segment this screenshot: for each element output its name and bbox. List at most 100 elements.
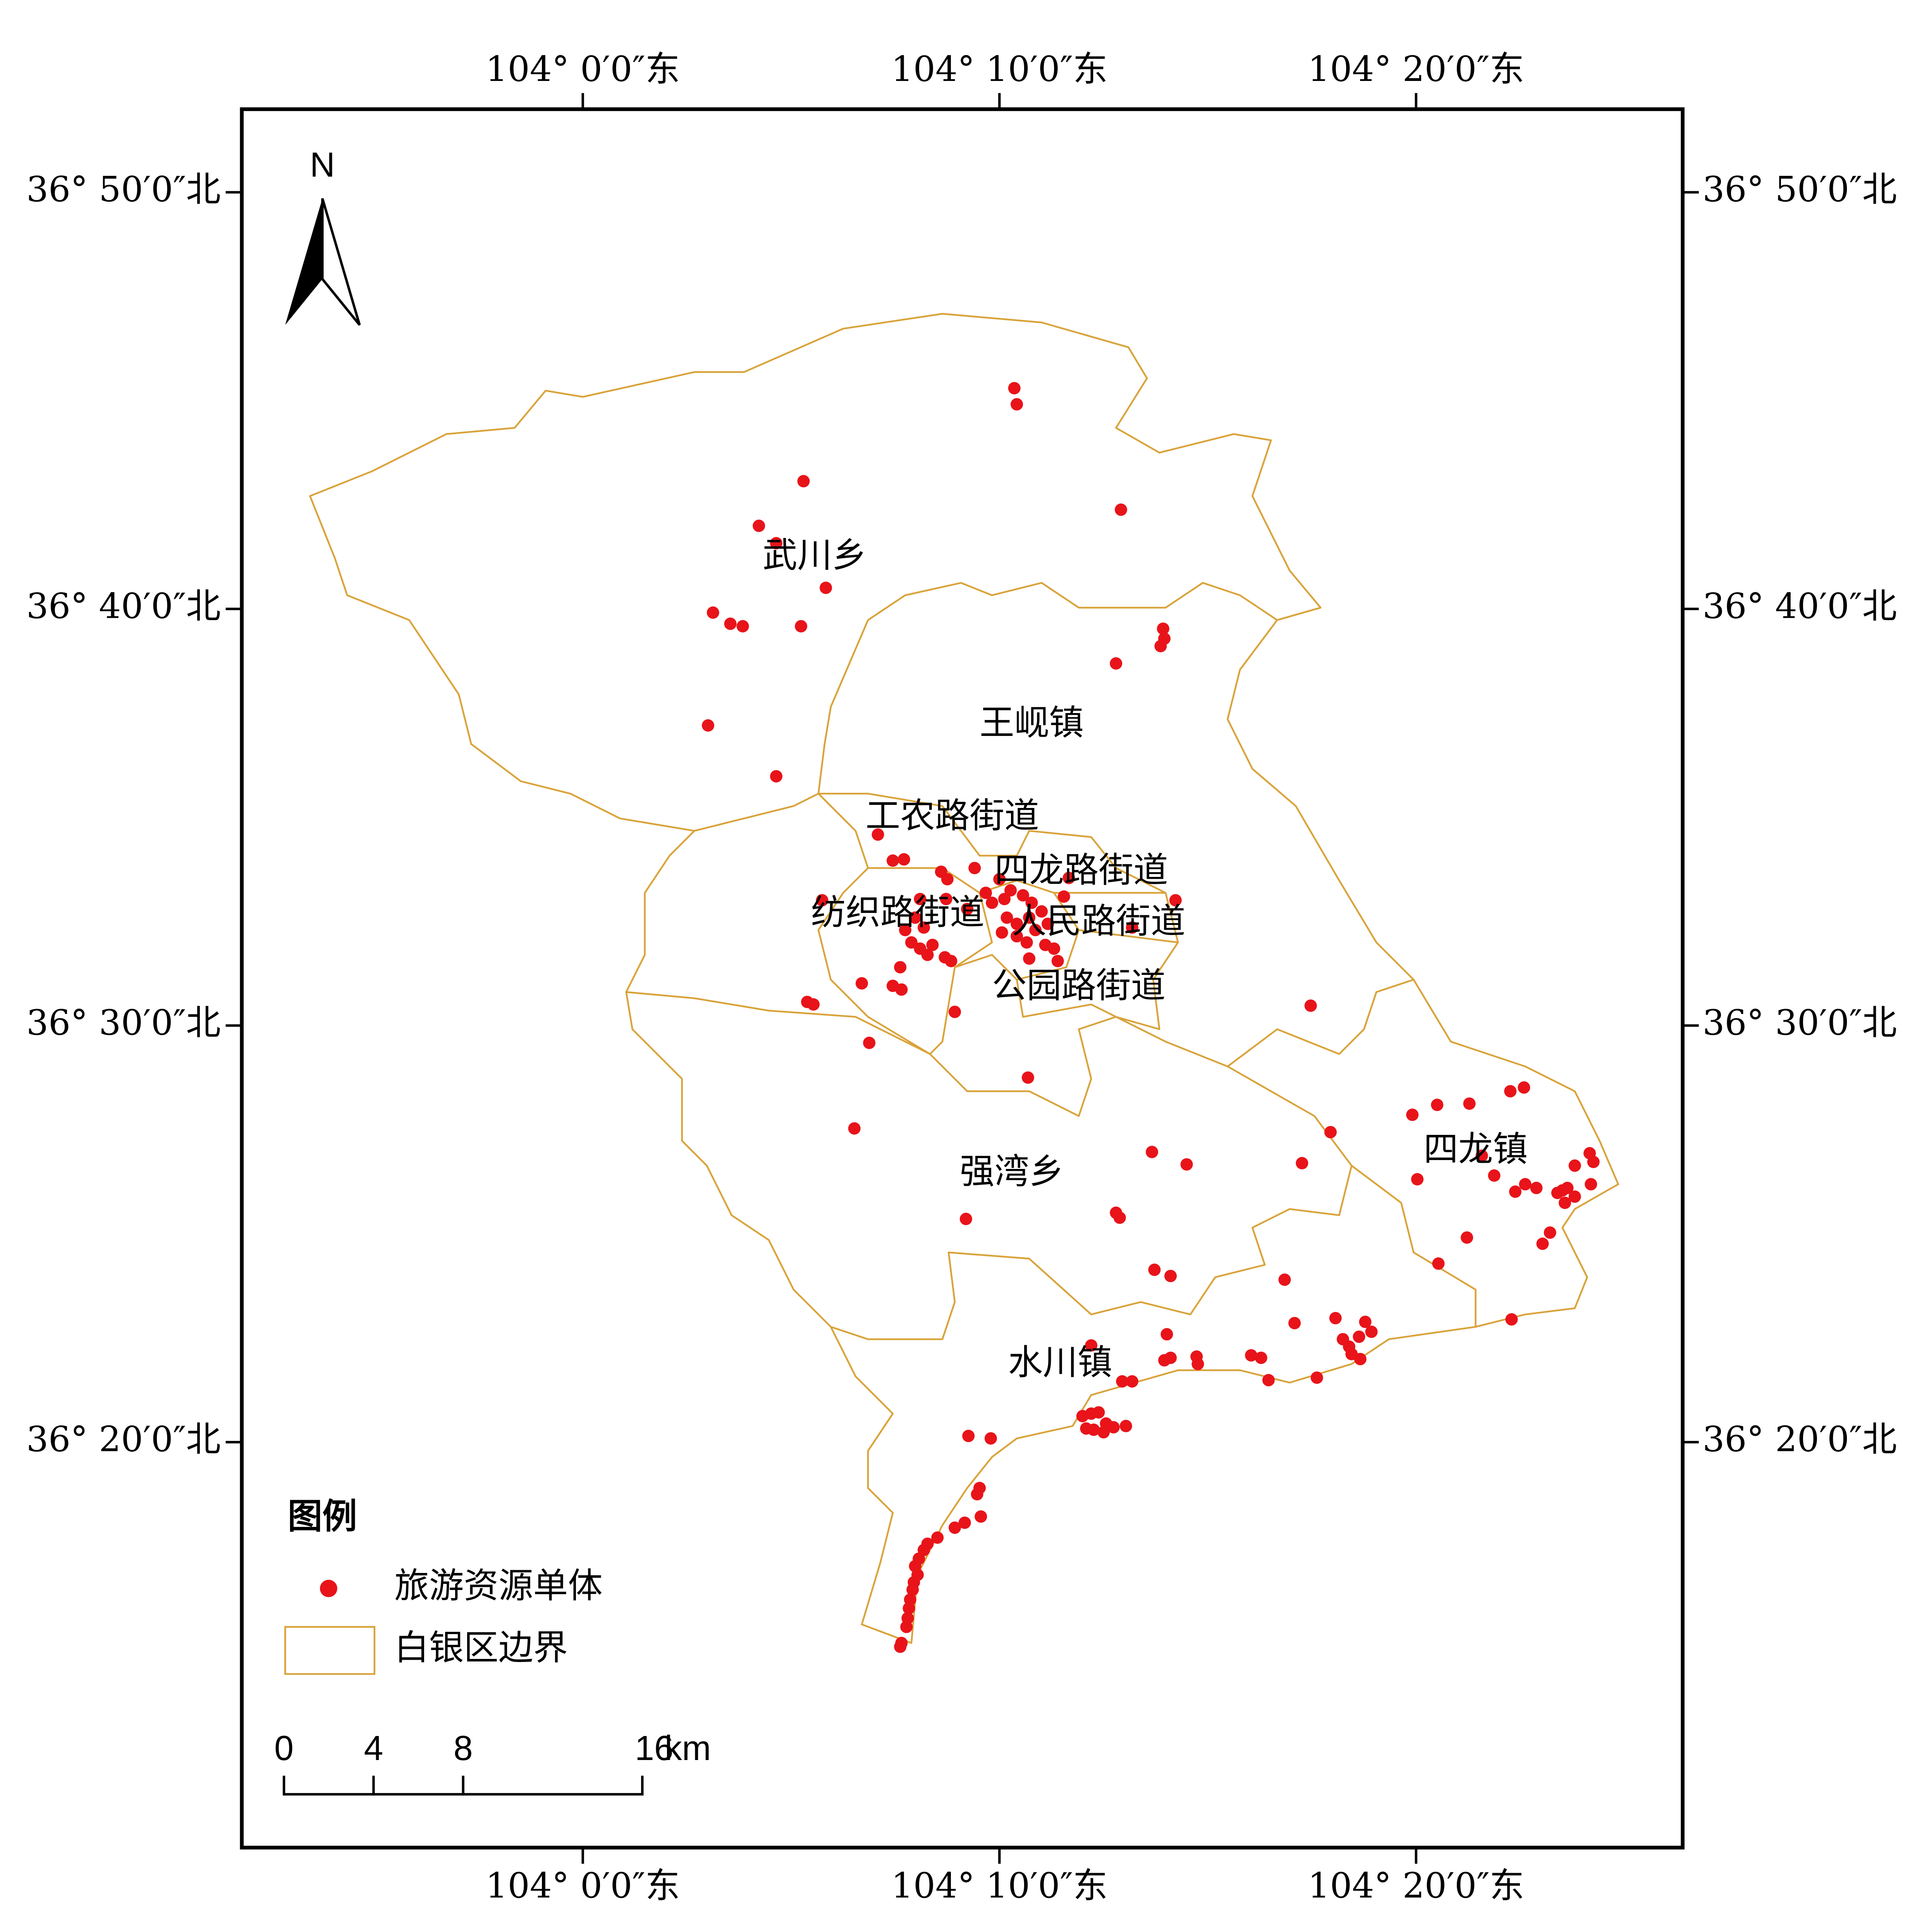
resource-point [1087, 1423, 1100, 1436]
resource-point [940, 893, 952, 906]
latitude-label: 36° 20′0″北 [1702, 1420, 1897, 1460]
resource-point [1126, 921, 1138, 934]
resource-point [1057, 890, 1070, 903]
resource-point [1113, 1211, 1126, 1224]
region-label: 水川镇 [1008, 1342, 1112, 1383]
resource-point [1021, 1071, 1034, 1084]
resource-point [1354, 1353, 1367, 1365]
resource-point [1504, 1085, 1517, 1098]
latitude-label: 36° 40′0″北 [1702, 586, 1897, 626]
resource-point [1365, 1325, 1378, 1338]
longitude-label: 104° 10′0″东 [891, 1866, 1108, 1906]
legend-label: 白银区边界 [394, 1628, 568, 1668]
resource-point [948, 1006, 961, 1018]
resource-point [906, 1583, 919, 1596]
resource-point [1518, 1081, 1530, 1094]
resource-point [917, 921, 930, 934]
resource-point [945, 955, 958, 968]
resource-point [1062, 871, 1075, 884]
resource-point [895, 983, 908, 996]
inner-boundary [830, 1165, 1353, 1340]
resource-point [1262, 1374, 1275, 1387]
resource-point [941, 873, 954, 885]
resource-point [807, 998, 820, 1011]
resource-point [980, 887, 992, 899]
resource-point [1110, 657, 1123, 670]
resource-point [1245, 1349, 1258, 1362]
resource-point [1126, 1375, 1138, 1388]
resource-point [984, 1432, 997, 1445]
resource-point [968, 862, 981, 875]
longitude-label: 104° 10′0″东 [891, 49, 1108, 89]
resource-point [931, 1531, 944, 1544]
resource-point [1004, 884, 1017, 897]
resource-point [1519, 1178, 1532, 1191]
resource-point [1051, 955, 1064, 968]
resource-point [1530, 1182, 1543, 1195]
longitude-label: 104° 20′0″东 [1308, 49, 1524, 89]
scale-label: 4 [364, 1729, 383, 1767]
resource-point [707, 606, 719, 619]
resource-point [701, 719, 714, 732]
resource-point [958, 1516, 971, 1529]
resource-point [724, 617, 737, 630]
resource-point [1353, 1330, 1365, 1343]
resource-point [1463, 1097, 1476, 1110]
resource-point [848, 1122, 861, 1135]
resource-point [795, 620, 808, 633]
legend-title: 图例 [288, 1496, 357, 1537]
resource-point [855, 977, 868, 990]
resource-point [1288, 1317, 1301, 1329]
resource-point [962, 1430, 975, 1442]
resource-point [1505, 1313, 1518, 1326]
latitude-label: 36° 30′0″北 [1702, 1003, 1897, 1043]
longitude-label: 104° 20′0″东 [1308, 1866, 1524, 1906]
north-arrow: N [285, 145, 361, 326]
resource-point [770, 770, 783, 783]
resource-point [1023, 911, 1036, 924]
inner-boundary [817, 792, 1179, 1055]
resource-point [971, 1488, 983, 1501]
resource-point [1585, 1178, 1597, 1191]
legend: 图例 旅游资源单体 白银区边界 [284, 1496, 603, 1675]
legend-label: 旅游资源单体 [394, 1566, 603, 1606]
resource-point [897, 853, 910, 866]
latitude-label: 36° 40′0″北 [26, 586, 221, 626]
resource-point [1011, 930, 1023, 943]
resource-point [1556, 1184, 1569, 1197]
resource-point [1278, 1273, 1291, 1286]
resource-point [986, 896, 999, 909]
resource-point [1509, 1185, 1521, 1198]
resource-point [1145, 1146, 1159, 1159]
resource-point [1568, 1159, 1581, 1172]
resource-point [1304, 999, 1317, 1012]
resource-points [701, 382, 1600, 1653]
latitude-label: 36° 50′0″北 [1702, 170, 1897, 210]
inner-boundary [626, 979, 1414, 1117]
resource-point [961, 902, 974, 915]
region-label: 强湾乡 [960, 1152, 1064, 1192]
resource-point [1296, 1157, 1308, 1170]
resource-point [1011, 398, 1023, 411]
scale-label: 16 [635, 1729, 674, 1767]
resource-point [1160, 1328, 1173, 1341]
resource-point [995, 926, 1008, 939]
resource-point [1114, 503, 1127, 516]
longitude-label: 104° 0′0″东 [486, 1866, 680, 1906]
resource-point [1116, 1375, 1129, 1388]
resource-point [905, 936, 918, 949]
scale-unit: km [665, 1729, 711, 1767]
resource-point [863, 1036, 876, 1049]
resource-point [1461, 1231, 1473, 1244]
resource-point [1001, 911, 1013, 924]
resource-point [903, 1602, 915, 1615]
resource-point [1544, 1226, 1556, 1239]
resource-point [1406, 1109, 1419, 1121]
resource-point [753, 519, 765, 532]
resource-point [900, 1621, 913, 1633]
resource-point [1324, 1126, 1337, 1138]
resource-point [1154, 640, 1167, 653]
resource-point [1359, 1315, 1372, 1328]
